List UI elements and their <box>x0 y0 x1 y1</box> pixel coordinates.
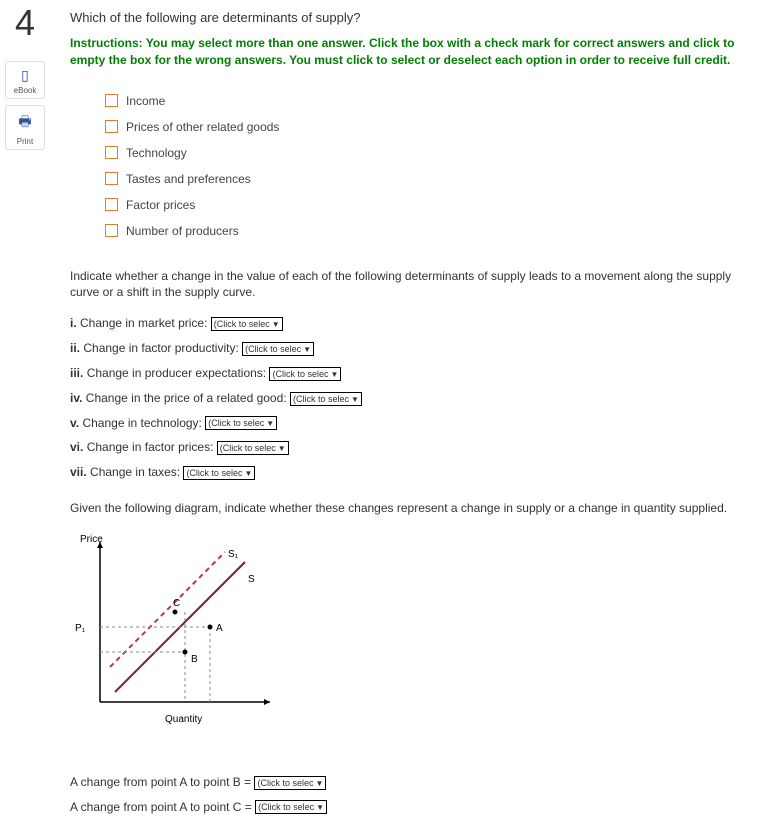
select-dropdown[interactable]: (Click to selec▼ <box>205 416 277 430</box>
checkbox-option[interactable]: Technology <box>105 146 762 160</box>
checkbox-icon <box>105 198 118 211</box>
ebook-label: eBook <box>14 86 37 95</box>
checkbox-option[interactable]: Number of producers <box>105 224 762 238</box>
question-number: 4 <box>0 5 50 41</box>
roman-num: vi. <box>70 440 83 454</box>
print-button[interactable]: 🖶 Print <box>5 105 45 150</box>
chevron-down-icon: ▼ <box>266 418 274 430</box>
roman-text: Change in taxes: <box>90 465 180 479</box>
svg-text:S₁: S₁ <box>228 549 239 560</box>
checkbox-option[interactable]: Income <box>105 94 762 108</box>
option-label: Income <box>126 94 165 108</box>
roman-item: v. Change in technology: (Click to selec… <box>70 416 762 431</box>
roman-num: ii. <box>70 341 80 355</box>
print-label: Print <box>17 137 33 146</box>
roman-text: Change in factor productivity: <box>83 341 238 355</box>
diagram-paragraph: Given the following diagram, indicate wh… <box>70 500 762 517</box>
select-dropdown[interactable]: (Click to selec▼ <box>255 800 327 814</box>
roman-text: Change in producer expectations: <box>87 366 266 380</box>
checkbox-icon <box>105 146 118 159</box>
subquestion-paragraph: Indicate whether a change in the value o… <box>70 268 762 302</box>
roman-num: v. <box>70 416 79 430</box>
chevron-down-icon: ▼ <box>303 344 311 356</box>
option-label: Number of producers <box>126 224 239 238</box>
option-label: Factor prices <box>126 198 195 212</box>
roman-num: iii. <box>70 366 83 380</box>
checkbox-icon <box>105 94 118 107</box>
select-dropdown[interactable]: (Click to selec▼ <box>217 441 289 455</box>
chevron-down-icon: ▼ <box>351 394 359 406</box>
roman-num: vii. <box>70 465 87 479</box>
select-dropdown[interactable]: (Click to selec▼ <box>211 317 283 331</box>
ebook-icon: ▯ <box>6 67 44 84</box>
roman-item: i. Change in market price: (Click to sel… <box>70 316 762 331</box>
roman-num: iv. <box>70 391 82 405</box>
roman-text: Change in market price: <box>80 316 207 330</box>
roman-item: iv. Change in the price of a related goo… <box>70 391 762 406</box>
chevron-down-icon: ▼ <box>278 443 286 455</box>
chevron-down-icon: ▼ <box>244 468 252 480</box>
select-dropdown[interactable]: (Click to selec▼ <box>254 776 326 790</box>
checkbox-option[interactable]: Factor prices <box>105 198 762 212</box>
option-label: Tastes and preferences <box>126 172 251 186</box>
option-label: Prices of other related goods <box>126 120 279 134</box>
supply-graph: A B C S₁ S P₁ Price Quantity <box>70 532 762 760</box>
select-dropdown[interactable]: (Click to selec▼ <box>183 466 255 480</box>
checkbox-icon <box>105 224 118 237</box>
ab-text: A change from point A to point C = <box>70 800 252 814</box>
svg-text:S: S <box>248 574 255 585</box>
svg-text:P₁: P₁ <box>75 623 86 634</box>
instructions-text: Instructions: You may select more than o… <box>70 35 762 69</box>
question-text: Which of the following are determinants … <box>70 10 762 25</box>
svg-text:Price: Price <box>80 534 103 545</box>
chevron-down-icon: ▼ <box>331 369 339 381</box>
svg-text:Quantity: Quantity <box>165 714 202 725</box>
roman-item: ii. Change in factor productivity: (Clic… <box>70 341 762 356</box>
ebook-button[interactable]: ▯ eBook <box>5 61 45 99</box>
checkbox-icon <box>105 120 118 133</box>
select-dropdown[interactable]: (Click to selec▼ <box>269 367 341 381</box>
roman-list: i. Change in market price: (Click to sel… <box>70 316 762 480</box>
roman-text: Change in technology: <box>82 416 201 430</box>
svg-text:C: C <box>173 598 180 609</box>
checkbox-option[interactable]: Prices of other related goods <box>105 120 762 134</box>
checkbox-option[interactable]: Tastes and preferences <box>105 172 762 186</box>
svg-text:B: B <box>191 654 198 665</box>
svg-text:A: A <box>216 623 223 634</box>
roman-text: Change in the price of a related good: <box>86 391 287 405</box>
checkbox-list: Income Prices of other related goods Tec… <box>105 94 762 238</box>
ab-list: A change from point A to point B = (Clic… <box>70 775 762 815</box>
ab-item: A change from point A to point C = (Clic… <box>70 800 762 815</box>
roman-item: iii. Change in producer expectations: (C… <box>70 366 762 381</box>
ab-text: A change from point A to point B = <box>70 775 251 789</box>
select-dropdown[interactable]: (Click to selec▼ <box>290 392 362 406</box>
chevron-down-icon: ▼ <box>316 802 324 814</box>
roman-item: vii. Change in taxes: (Click to selec▼ <box>70 465 762 480</box>
option-label: Technology <box>126 146 187 160</box>
checkbox-icon <box>105 172 118 185</box>
chevron-down-icon: ▼ <box>272 319 280 331</box>
roman-text: Change in factor prices: <box>87 440 214 454</box>
chevron-down-icon: ▼ <box>315 778 323 790</box>
print-icon: 🖶 <box>6 111 44 135</box>
ab-item: A change from point A to point B = (Clic… <box>70 775 762 790</box>
roman-num: i. <box>70 316 77 330</box>
roman-item: vi. Change in factor prices: (Click to s… <box>70 440 762 455</box>
select-dropdown[interactable]: (Click to selec▼ <box>242 342 314 356</box>
